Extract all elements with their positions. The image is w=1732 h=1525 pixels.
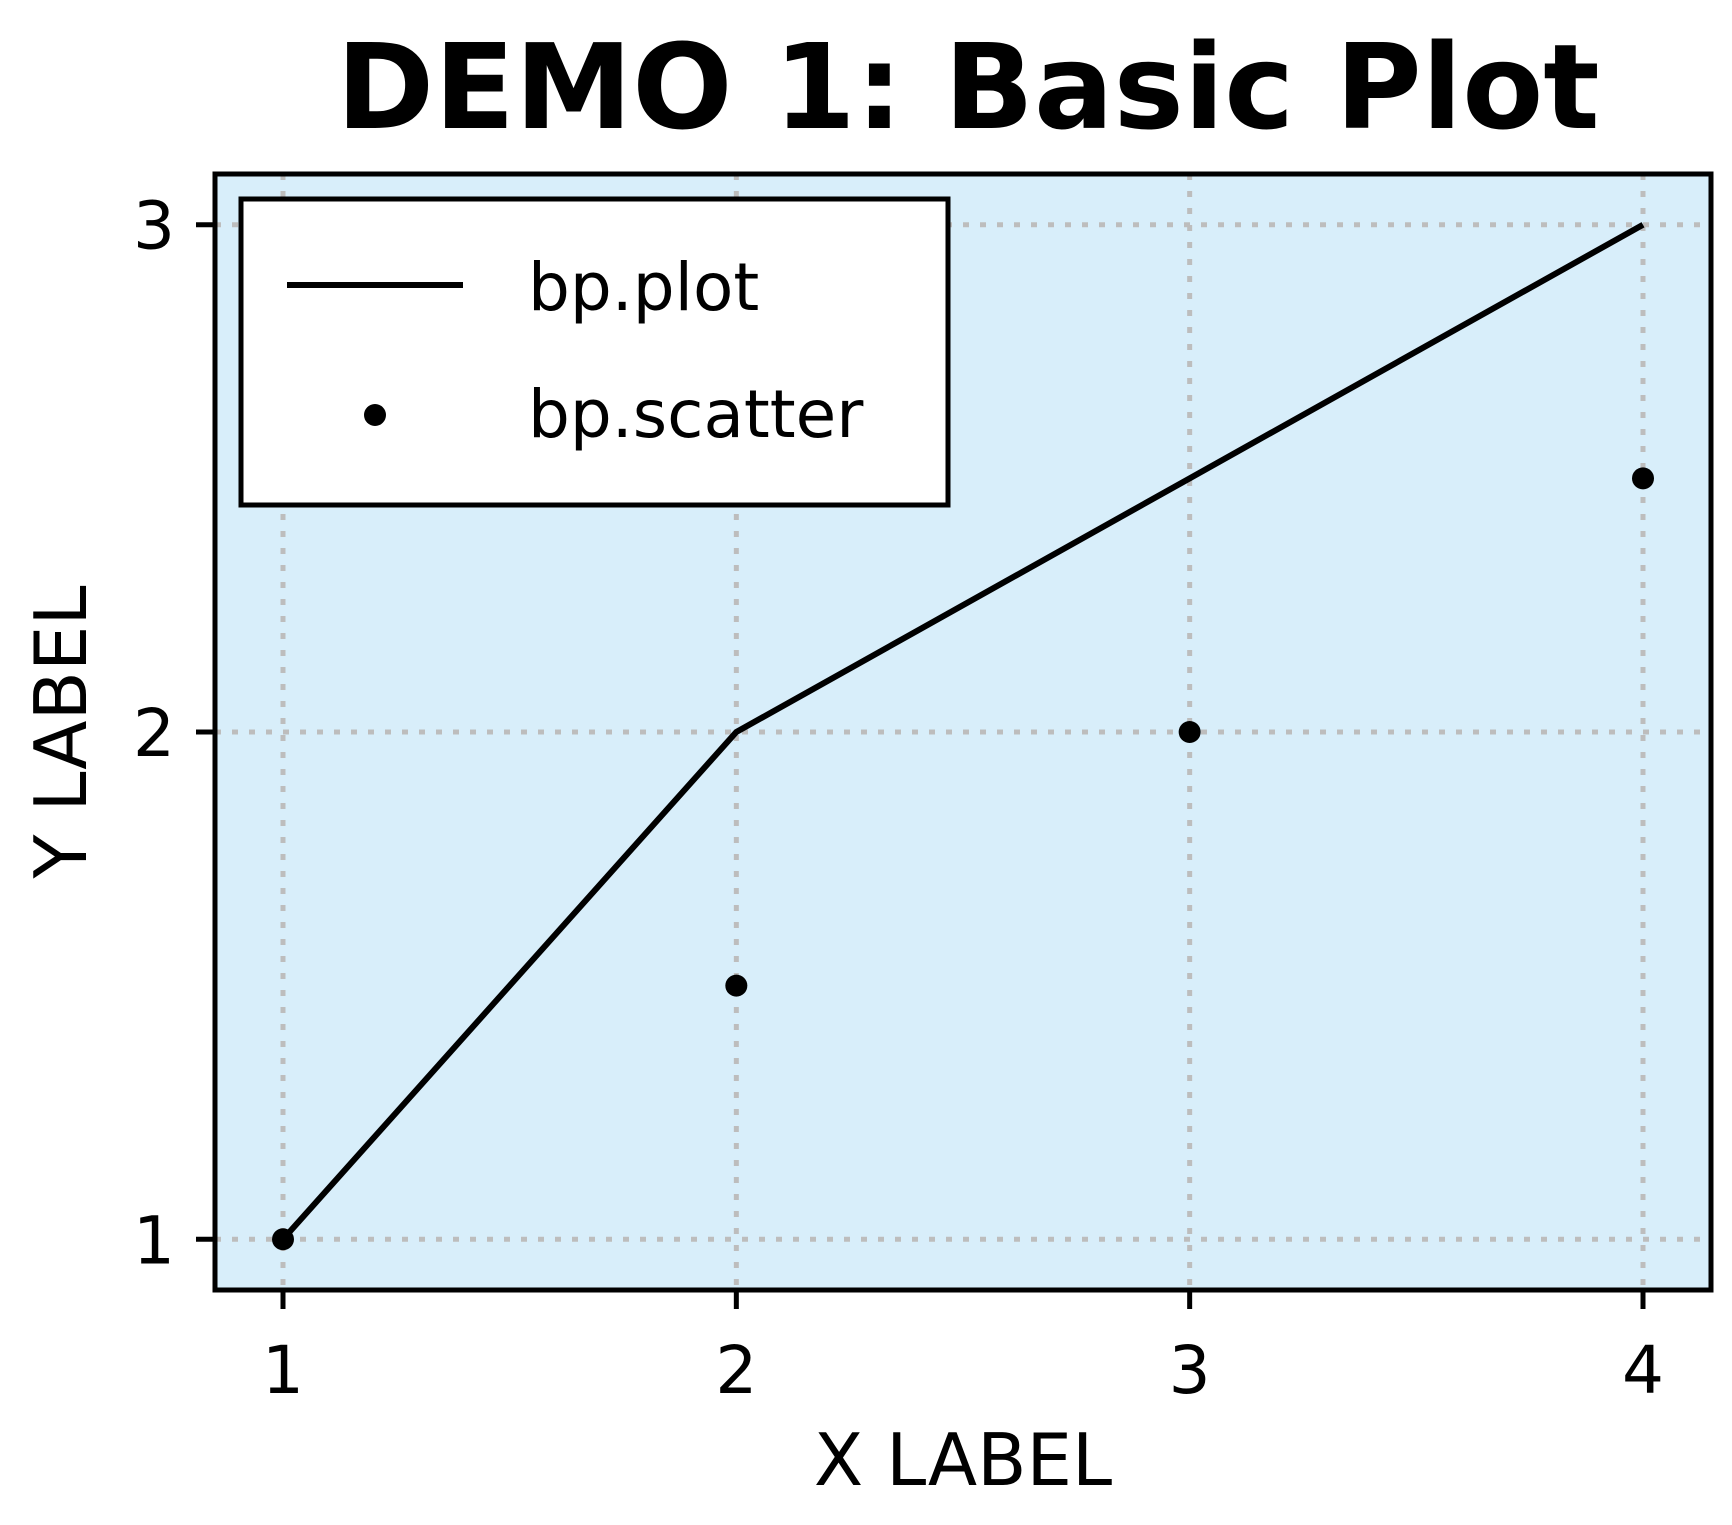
- scatter-point-4: [1632, 467, 1654, 490]
- legend-label-scatter: bp.scatter: [528, 376, 864, 453]
- x-tick-label-2: 2: [715, 1332, 757, 1409]
- legend-dot-swatch: [364, 404, 386, 426]
- line-series-bp-plot: [280, 222, 1645, 1242]
- x-axis-label: X LABEL: [814, 1418, 1112, 1502]
- y-tick-label-1: 1: [133, 1202, 175, 1279]
- x-tick-label-3: 3: [1169, 1332, 1211, 1409]
- plot-frame: [212, 171, 1714, 1293]
- x-axis-ticks: 1 2 3 4: [262, 1290, 1664, 1409]
- grid: [215, 174, 1711, 1290]
- scatter-point-2: [725, 974, 748, 997]
- legend: bp.plot bp.scatter: [238, 196, 951, 508]
- scatter-point-3: [1178, 721, 1201, 743]
- y-axis-ticks: 1 2 3: [133, 188, 215, 1279]
- y-axis-label: Y LABEL: [19, 586, 103, 880]
- legend-label-line: bp.plot: [528, 249, 759, 326]
- legend-box: [238, 196, 951, 508]
- y-tick-label-3: 3: [133, 188, 175, 265]
- x-tick-label-1: 1: [262, 1332, 304, 1409]
- chart-title: DEMO 1: Basic Plot: [336, 18, 1599, 156]
- x-tick-label-4: 4: [1622, 1332, 1664, 1409]
- scatter-series-bp-scatter: [272, 467, 1654, 1251]
- scatter-point-1: [272, 1228, 294, 1251]
- y-tick-label-2: 2: [133, 695, 175, 772]
